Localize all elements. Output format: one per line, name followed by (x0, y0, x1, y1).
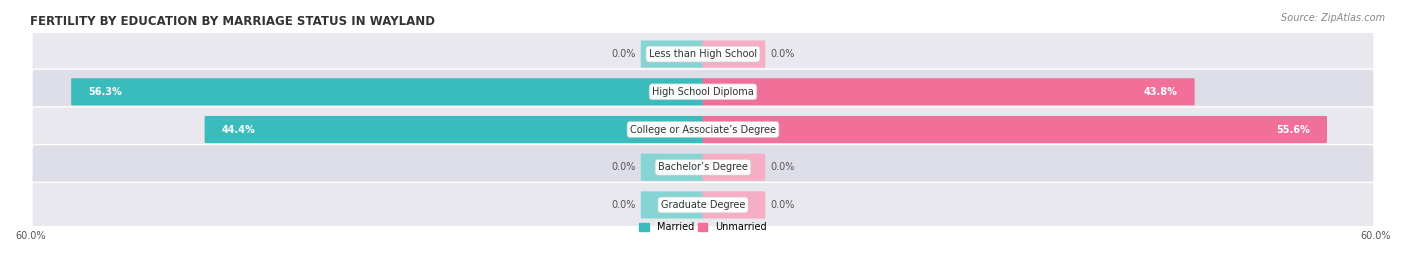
Text: Bachelor’s Degree: Bachelor’s Degree (658, 162, 748, 172)
Text: 0.0%: 0.0% (612, 162, 636, 172)
FancyBboxPatch shape (703, 191, 765, 218)
FancyBboxPatch shape (641, 191, 703, 218)
FancyBboxPatch shape (641, 41, 703, 68)
Text: Source: ZipAtlas.com: Source: ZipAtlas.com (1281, 13, 1385, 23)
Text: FERTILITY BY EDUCATION BY MARRIAGE STATUS IN WAYLAND: FERTILITY BY EDUCATION BY MARRIAGE STATU… (31, 15, 436, 28)
Text: 56.3%: 56.3% (89, 87, 122, 97)
FancyBboxPatch shape (703, 116, 1327, 143)
Text: 44.4%: 44.4% (222, 125, 256, 134)
Text: 0.0%: 0.0% (770, 162, 794, 172)
Text: 0.0%: 0.0% (770, 49, 794, 59)
FancyBboxPatch shape (32, 145, 1374, 190)
FancyBboxPatch shape (703, 41, 765, 68)
Legend: Married, Unmarried: Married, Unmarried (636, 218, 770, 236)
FancyBboxPatch shape (703, 154, 765, 181)
FancyBboxPatch shape (32, 182, 1374, 228)
FancyBboxPatch shape (703, 78, 1195, 105)
Text: High School Diploma: High School Diploma (652, 87, 754, 97)
Text: 0.0%: 0.0% (612, 200, 636, 210)
FancyBboxPatch shape (641, 154, 703, 181)
FancyBboxPatch shape (32, 69, 1374, 114)
Text: 0.0%: 0.0% (770, 200, 794, 210)
FancyBboxPatch shape (205, 116, 703, 143)
Text: Less than High School: Less than High School (650, 49, 756, 59)
Text: 43.8%: 43.8% (1143, 87, 1177, 97)
FancyBboxPatch shape (32, 107, 1374, 152)
Text: 55.6%: 55.6% (1275, 125, 1309, 134)
Text: College or Associate’s Degree: College or Associate’s Degree (630, 125, 776, 134)
FancyBboxPatch shape (72, 78, 703, 105)
Text: 0.0%: 0.0% (612, 49, 636, 59)
FancyBboxPatch shape (32, 31, 1374, 77)
Text: Graduate Degree: Graduate Degree (661, 200, 745, 210)
